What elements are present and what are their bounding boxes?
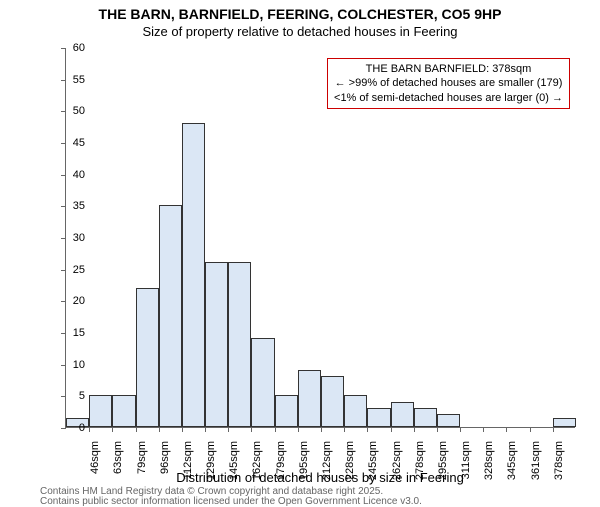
footnote-2: Contains public sector information licen… xyxy=(40,496,422,507)
xtick-label: 212sqm xyxy=(321,421,333,460)
xtick-label: 46sqm xyxy=(89,424,101,457)
xtick-label: 262sqm xyxy=(391,421,403,460)
xtick-label: 195sqm xyxy=(298,421,310,460)
xtick-label: 129sqm xyxy=(205,421,217,460)
annotation-line1: THE BARN BARNFIELD: 378sqm xyxy=(334,62,563,76)
ytick-label: 40 xyxy=(55,169,85,181)
annotation-box: THE BARN BARNFIELD: 378sqm ← >99% of det… xyxy=(327,58,570,109)
x-axis-label: Distribution of detached houses by size … xyxy=(65,470,575,485)
xtick-label: 162sqm xyxy=(251,421,263,460)
xtick-label: 378sqm xyxy=(553,421,565,460)
histogram-bar xyxy=(298,370,321,427)
xtick-label: 328sqm xyxy=(483,421,495,460)
ytick-label: 5 xyxy=(55,390,85,402)
ytick-label: 45 xyxy=(55,137,85,149)
ytick-label: 35 xyxy=(55,200,85,212)
histogram-bar xyxy=(112,395,135,427)
histogram-bar xyxy=(182,123,205,427)
histogram-bar xyxy=(321,376,344,427)
xtick-label: 96sqm xyxy=(159,424,171,457)
xtick-label: 145sqm xyxy=(228,421,240,460)
xtick-label: 245sqm xyxy=(367,421,379,460)
xtick-label: 63sqm xyxy=(112,424,124,457)
xtick-label: 228sqm xyxy=(344,421,356,460)
xtick-label: 311sqm xyxy=(460,422,472,460)
histogram-bar xyxy=(251,338,274,427)
histogram-bar xyxy=(89,395,112,427)
chart-container: THE BARN, BARNFIELD, FEERING, COLCHESTER… xyxy=(0,0,600,500)
ytick-label: 60 xyxy=(55,42,85,54)
xtick-label: 295sqm xyxy=(437,421,449,460)
xtick-label: 179sqm xyxy=(275,421,287,460)
ytick-label: 10 xyxy=(55,359,85,371)
xtick-label: 278sqm xyxy=(414,421,426,460)
annotation-line3: <1% of semi-detached houses are larger (… xyxy=(334,91,563,105)
ytick-label: 30 xyxy=(55,232,85,244)
ytick-label: 50 xyxy=(55,105,85,117)
chart-title-line1: THE BARN, BARNFIELD, FEERING, COLCHESTER… xyxy=(0,6,600,22)
annotation-line2: ← >99% of detached houses are smaller (1… xyxy=(334,76,563,90)
ytick-label: 25 xyxy=(55,264,85,276)
histogram-bar xyxy=(136,288,159,427)
ytick-label: 20 xyxy=(55,295,85,307)
histogram-bar xyxy=(228,262,251,427)
histogram-bar xyxy=(159,205,182,427)
xtick-label: 112sqm xyxy=(182,422,194,460)
ytick-label: 55 xyxy=(55,74,85,86)
xtick-label: 345sqm xyxy=(506,421,518,460)
ytick-label: 15 xyxy=(55,327,85,339)
xtick-label: 361sqm xyxy=(530,421,542,460)
ytick-label: 0 xyxy=(55,422,85,434)
histogram-bar xyxy=(205,262,228,427)
chart-title-line2: Size of property relative to detached ho… xyxy=(0,24,600,39)
xtick-label: 79sqm xyxy=(136,424,148,457)
